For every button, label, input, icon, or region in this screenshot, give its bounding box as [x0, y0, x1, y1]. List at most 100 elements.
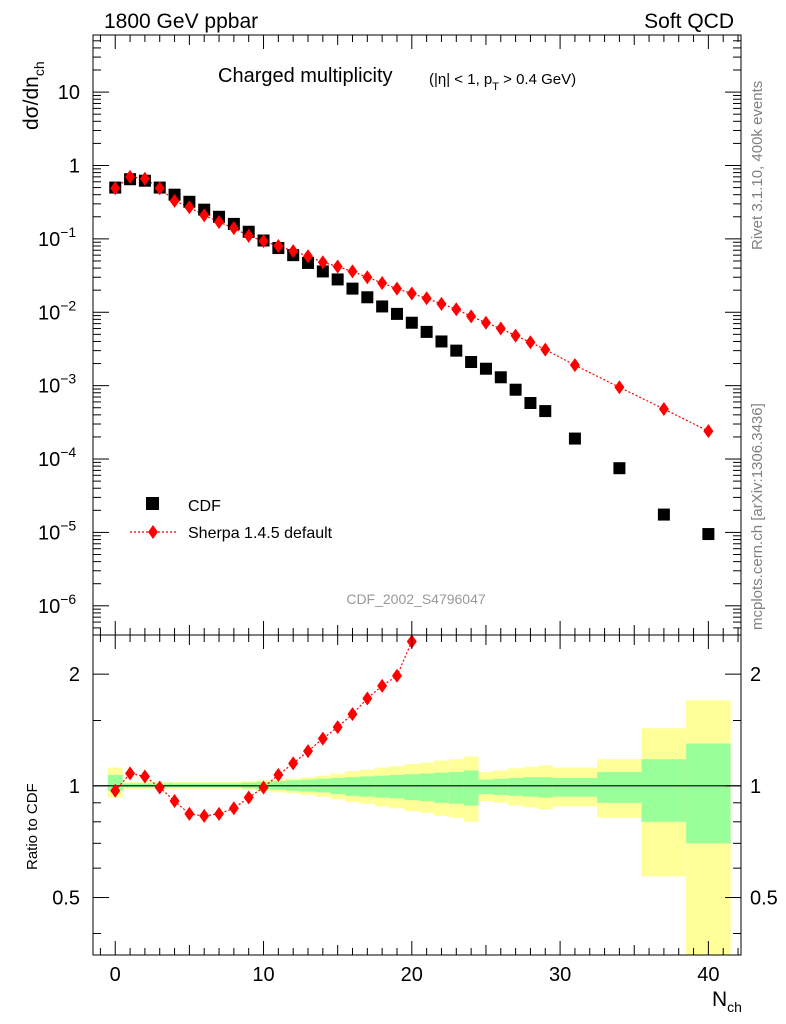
cdf-data-point — [509, 383, 522, 396]
sherpa-data-point — [525, 335, 536, 350]
sherpa-data-point — [154, 181, 165, 196]
ratio-y-axis-label: Ratio to CDF — [24, 783, 41, 870]
cdf-data-point — [568, 432, 581, 445]
sherpa-data-point — [347, 264, 358, 279]
ratio-data-point — [317, 731, 328, 746]
ratio-green-band — [359, 776, 375, 797]
ratio-green-band — [434, 772, 449, 803]
legend-cdf-marker — [146, 497, 159, 510]
ylabel-sub: ch — [31, 61, 47, 76]
sherpa-data-point — [510, 328, 521, 343]
rivet-version-label: Rivet 3.1.10, 400k events — [749, 81, 766, 250]
cdf-data-point — [494, 371, 507, 384]
cdf-data-point — [613, 462, 626, 475]
ratio-data-point — [139, 769, 150, 784]
sherpa-data-point — [495, 321, 506, 336]
x-axis-label: Nch — [712, 988, 742, 1015]
sherpa-data-point — [303, 249, 314, 264]
sherpa-data-point — [703, 424, 714, 439]
ratio-y-tick-label-right: 0.5 — [750, 888, 778, 910]
ratio-y-tick-label: 0.5 — [52, 888, 80, 910]
ratio-data-point — [243, 790, 254, 805]
sherpa-data-point — [273, 238, 284, 253]
cdf-data-point — [361, 291, 374, 304]
sherpa-data-point — [125, 169, 136, 184]
main-y-tick-label: 10−1 — [38, 224, 76, 251]
sherpa-data-point — [436, 296, 447, 311]
ratio-green-band — [389, 774, 405, 799]
ratio-data-point — [110, 783, 121, 798]
ratio-green-band — [686, 743, 731, 844]
cdf-data-point — [376, 300, 389, 313]
cdf-data-point — [657, 508, 670, 521]
ratio-green-band — [597, 771, 642, 803]
main-y-tick-label: 10−4 — [38, 444, 76, 471]
sherpa-data-point — [214, 214, 225, 229]
ratio-y-tick-label-right: 1 — [750, 776, 761, 798]
main-y-tick-label: 10−3 — [38, 371, 76, 398]
ratio-uncertainty-bands — [107, 700, 731, 955]
sherpa-data-point — [139, 171, 150, 186]
ratio-data-point — [154, 780, 165, 795]
ratio-data-point — [169, 794, 180, 809]
sherpa-data-point — [466, 309, 477, 324]
ratio-green-band — [419, 773, 435, 802]
ratio-data-point — [258, 780, 269, 795]
sherpa-data-point — [569, 358, 580, 373]
main-y-tick-label: 10−6 — [38, 591, 76, 618]
cdf-data-point — [539, 405, 552, 418]
ratio-data-point — [199, 808, 210, 823]
sherpa-data-point — [406, 286, 417, 301]
sherpa-data-point — [199, 208, 210, 223]
ratio-green-band — [523, 777, 538, 797]
ratio-y-tick-label: 1 — [69, 776, 80, 798]
sherpa-data-point — [540, 342, 551, 357]
ratio-data-point — [332, 720, 343, 735]
sherpa-data-point — [184, 200, 195, 215]
ratio-green-band — [641, 759, 687, 822]
xlabel-sub: ch — [727, 999, 742, 1015]
ratio-plot-area: 0 10 20 30 40 0.5 0.5 1 1 2 2 Ratio to CDF Nch — [24, 634, 778, 1015]
cdf-data-point — [702, 528, 715, 541]
xlabel-main: N — [712, 988, 727, 1011]
sherpa-data-point — [169, 193, 180, 208]
sherpa-data-point — [658, 402, 669, 417]
cdf-data-point — [405, 316, 418, 329]
ratio-data-point — [125, 766, 136, 781]
ratio-data-point — [228, 801, 239, 816]
main-plot-area: 10−6 10−5 10−4 10−3 10−2 10−1 1 10 Charged mult… — [20, 34, 742, 636]
main-data-markers — [109, 169, 715, 541]
ratio-green-band — [493, 778, 509, 795]
main-y-tick-label: 10 — [58, 82, 80, 104]
mcplots-label: mcplots.cern.ch [arXiv:1306.3436] — [749, 403, 766, 630]
chart-title: Charged multiplicity — [218, 65, 393, 87]
x-tick-label: 30 — [549, 964, 571, 986]
main-axis-ticks: 10−6 10−5 10−4 10−3 10−2 10−1 1 10 — [38, 34, 741, 636]
cdf-data-point — [450, 344, 463, 357]
cdf-data-point — [465, 355, 478, 368]
x-tick-label: 10 — [252, 964, 274, 986]
legend-sherpa-label: Sherpa 1.4.5 default — [188, 525, 333, 542]
analysis-id-label: CDF_2002_S4796047 — [346, 591, 486, 607]
x-tick-label: 20 — [401, 964, 423, 986]
ratio-data-point — [362, 691, 373, 706]
sherpa-data-point — [332, 259, 343, 274]
legend-cdf-label: CDF — [188, 498, 221, 515]
sherpa-data-point — [362, 270, 373, 285]
ratio-green-band — [345, 777, 360, 796]
sherpa-data-point — [377, 276, 388, 291]
title-cuts-part: > 0.4 GeV) — [499, 71, 576, 88]
sherpa-data-point — [243, 228, 254, 243]
x-tick-label: 0 — [110, 964, 121, 986]
main-plot-frame — [92, 34, 742, 636]
cdf-data-point — [316, 265, 329, 278]
main-y-axis-label: dσ/dnch — [20, 61, 47, 130]
ratio-data-point — [303, 744, 314, 759]
cdf-data-point — [479, 362, 492, 375]
legend-sherpa-marker — [148, 525, 158, 539]
ratio-data-point — [184, 806, 195, 821]
sherpa-data-point — [228, 221, 239, 236]
ratio-y-tick-label-right: 2 — [750, 664, 761, 686]
main-y-tick-label: 10−2 — [38, 297, 76, 324]
sherpa-data-point — [288, 244, 299, 259]
